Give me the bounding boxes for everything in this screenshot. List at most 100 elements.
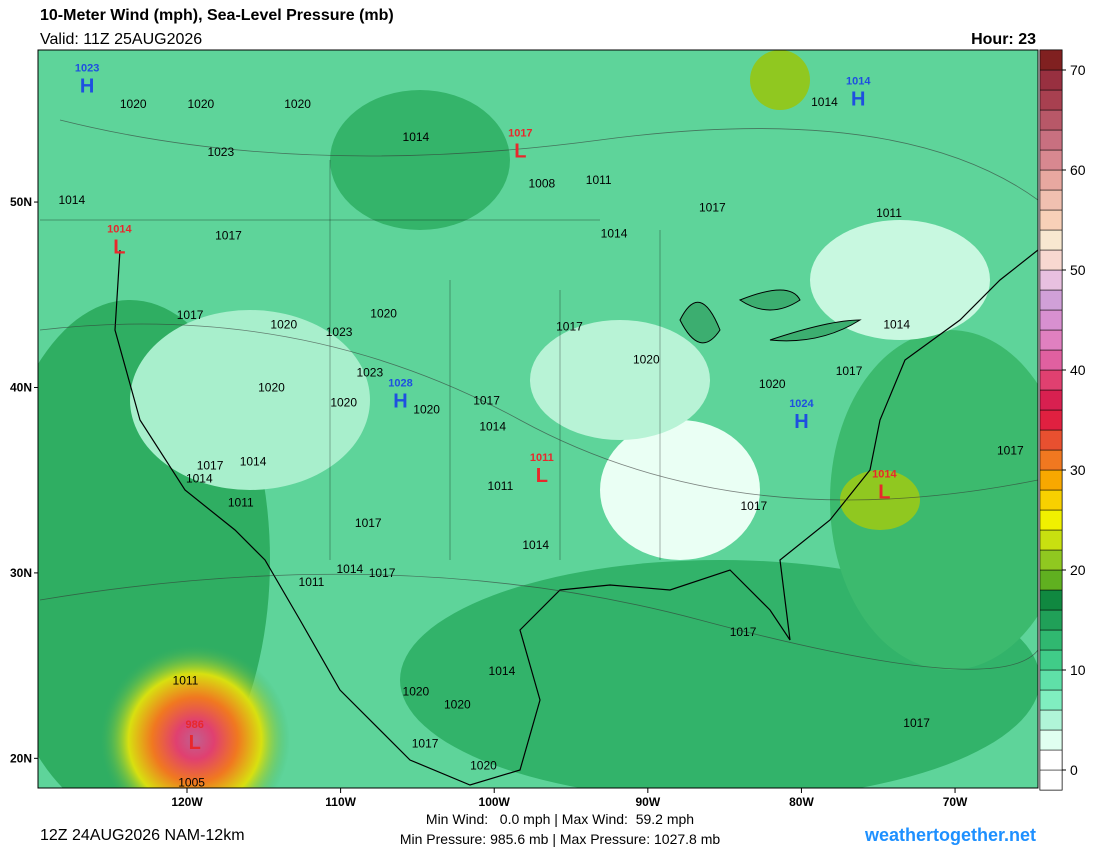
colorbar-swatch (1039, 709, 1063, 731)
valid-time: Valid: 11Z 25AUG2026 (40, 31, 202, 48)
pressure-center-letter: L (514, 140, 526, 162)
isobar-label: 1017 (997, 444, 1024, 458)
y-tick-label: 30N (10, 566, 32, 580)
colorbar-swatch (1039, 269, 1063, 291)
isobar-label: 1011 (299, 575, 325, 589)
x-tick-label: 110W (325, 795, 356, 809)
isobar-label: 1020 (270, 317, 297, 331)
isobar-label: 1017 (177, 308, 204, 322)
colorbar-swatch (1039, 49, 1063, 71)
colorbar-swatch (1039, 649, 1063, 671)
isobar-label: 1011 (876, 206, 902, 220)
pressure-center-value: 1014 (872, 468, 897, 480)
isobar-label: 1023 (326, 325, 353, 339)
colorbar-swatch (1039, 769, 1063, 791)
site-name: weathertogether.net (864, 825, 1036, 845)
isobar-label: 1023 (207, 145, 234, 159)
pressure-center-value: 1023 (75, 62, 99, 74)
colorbar-swatch (1039, 249, 1063, 271)
isobar-label: 1014 (186, 471, 213, 485)
isobar-label: 1017 (215, 228, 242, 242)
isobar-label: 1020 (403, 685, 430, 699)
isobar-label: 1014 (479, 419, 506, 433)
isobar-label: 1017 (699, 201, 726, 215)
isobar-label: 1017 (903, 716, 930, 730)
pressure-center-letter: L (113, 237, 125, 259)
isobar-label: 1017 (730, 625, 757, 639)
colorbar-swatch (1039, 609, 1063, 631)
colorbar-tick-label: 0 (1070, 762, 1078, 778)
isobar-label: 1017 (740, 499, 767, 513)
model-run: 12Z 24AUG2026 NAM-12km (40, 827, 245, 844)
colorbar-swatch (1039, 669, 1063, 691)
y-tick-label: 40N (10, 380, 32, 394)
isobar-label: 1008 (528, 177, 555, 191)
x-tick-label: 100W (479, 795, 511, 809)
colorbar-swatch (1039, 309, 1063, 331)
isobar-label: 1014 (403, 130, 430, 144)
pressure-center-value: 986 (186, 719, 204, 731)
colorbar-swatch (1039, 209, 1063, 231)
colorbar-swatch (1039, 629, 1063, 651)
pressure-center-letter: L (189, 732, 201, 754)
isobar-label: 1014 (601, 227, 628, 241)
isobar-label: 1023 (356, 366, 383, 380)
colorbar-swatch (1039, 149, 1063, 171)
isobar-label: 1011 (586, 173, 612, 187)
pressure-center-letter: H (794, 411, 808, 433)
isobar-label: 1011 (173, 673, 199, 687)
colorbar-tick-label: 30 (1070, 462, 1086, 478)
colorbar-swatch (1039, 349, 1063, 371)
colorbar-swatch (1039, 329, 1063, 351)
isobar-label: 1014 (811, 95, 838, 109)
isobar-label: 1017 (412, 736, 439, 750)
wind-stats: Min Wind: 0.0 mph | Max Wind: 59.2 mph (426, 811, 694, 827)
colorbar-tick-label: 70 (1070, 62, 1086, 78)
colorbar-tick-label: 20 (1070, 562, 1086, 578)
y-tick-label: 20N (10, 751, 32, 765)
x-tick-label: 70W (943, 795, 968, 809)
isobar-label: 1014 (522, 538, 549, 552)
colorbar-tick-label: 50 (1070, 262, 1086, 278)
x-tick-label: 90W (635, 795, 660, 809)
colorbar-swatch (1039, 229, 1063, 251)
colorbar-swatch (1039, 89, 1063, 111)
isobar-label: 1020 (413, 403, 440, 417)
colorbar-swatch (1039, 189, 1063, 211)
colorbar-swatch (1039, 449, 1063, 471)
forecast-hour: Hour: 23 (971, 31, 1036, 48)
isobar-label: 1017 (369, 566, 396, 580)
isobar-label: 1020 (370, 306, 397, 320)
isobar-label: 1020 (470, 759, 497, 773)
isobar-label: 1011 (228, 495, 254, 509)
colorbar-swatch (1039, 569, 1063, 591)
colorbar-tick-label: 10 (1070, 662, 1086, 678)
pressure-center-value: 1014 (846, 75, 871, 87)
colorbar-swatch (1039, 549, 1063, 571)
pressure-center-letter: H (851, 88, 865, 110)
isobar-label: 1005 (178, 775, 205, 789)
pressure-stats: Min Pressure: 985.6 mb | Max Pressure: 1… (400, 831, 721, 847)
colorbar-tick-label: 60 (1070, 162, 1086, 178)
isobar-label: 1017 (355, 516, 382, 530)
isobar-label: 1014 (489, 664, 516, 678)
isobar-label: 1020 (444, 698, 471, 712)
isobar-label: 1014 (58, 193, 85, 207)
colorbar-swatch (1039, 69, 1063, 91)
colorbar-swatch (1039, 509, 1063, 531)
isobar-label: 1020 (258, 380, 285, 394)
isobar-label: 1020 (120, 97, 147, 111)
colorbar-swatch (1039, 749, 1063, 771)
colorbar-swatch (1039, 429, 1063, 451)
isobar-label: 1017 (197, 458, 224, 472)
isobar-label: 1020 (759, 377, 786, 391)
pressure-center-letter: H (80, 75, 94, 97)
isobar-label: 1011 (487, 479, 513, 493)
isobar-label: 1020 (633, 353, 660, 367)
isobar-label: 1014 (336, 562, 363, 576)
colorbar-swatch (1039, 369, 1063, 391)
pressure-center-letter: H (393, 391, 407, 413)
colorbar-swatch (1039, 169, 1063, 191)
